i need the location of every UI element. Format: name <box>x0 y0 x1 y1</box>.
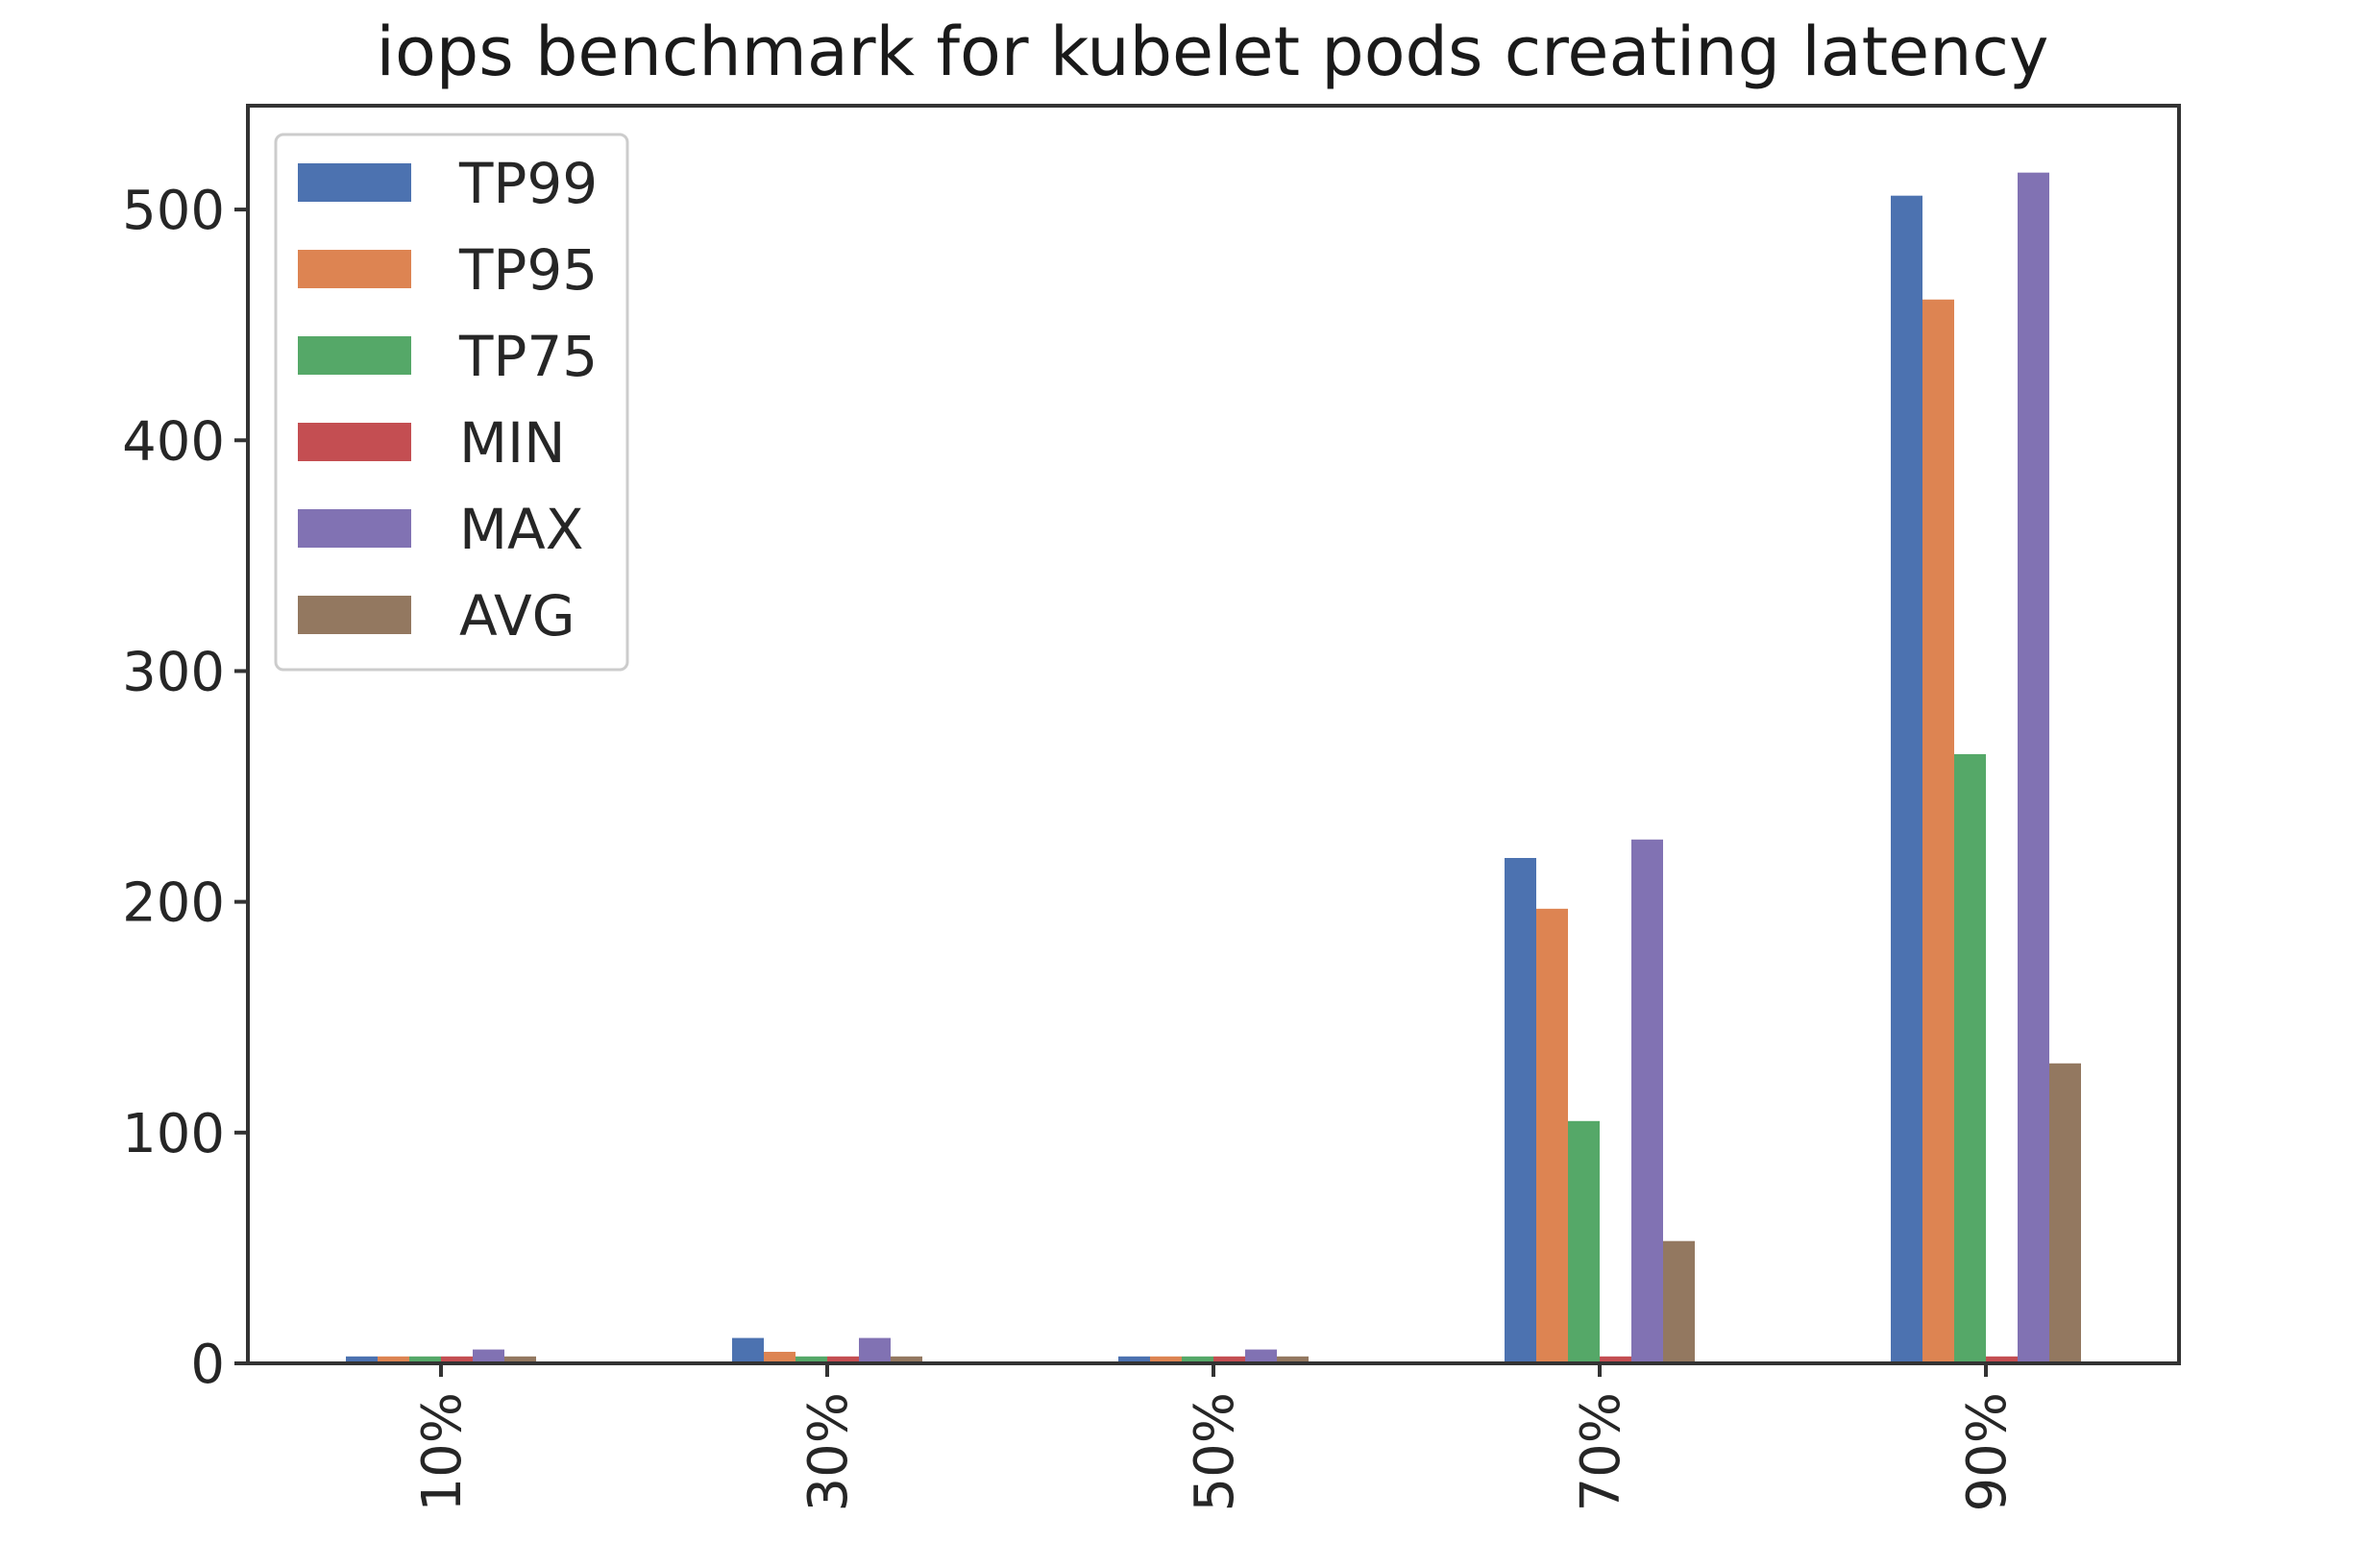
legend-label-tp99: TP99 <box>458 151 598 216</box>
legend-swatch-avg <box>298 596 411 634</box>
legend-swatch-tp95 <box>298 250 411 288</box>
bar-tp95-10pct <box>378 1356 409 1363</box>
plot-frame <box>246 104 2181 1365</box>
y-tick-label: 500 <box>122 180 225 242</box>
y-tick-label: 200 <box>122 872 225 935</box>
y-tick-label: 0 <box>190 1334 225 1396</box>
legend-label-tp75: TP75 <box>458 324 598 389</box>
x-tick-label: 50% <box>1184 1392 1246 1511</box>
bar-tp95-50pct <box>1150 1356 1182 1363</box>
y-tick-label: 300 <box>122 641 225 703</box>
x-axis: 10% 30% 50% 70% 90% <box>411 1363 2019 1511</box>
bar-tp99-90pct <box>1891 195 1922 1364</box>
bar-tp75-10pct <box>409 1356 441 1363</box>
legend-label-tp95: TP95 <box>458 237 598 303</box>
x-tick-label: 10% <box>411 1392 474 1511</box>
legend-swatch-max <box>298 509 411 548</box>
bar-tp99-10pct <box>346 1356 378 1363</box>
legend-swatch-min <box>298 423 411 461</box>
bar-tp95-90pct <box>1922 299 1954 1363</box>
y-tick-label: 100 <box>122 1103 225 1165</box>
bar-avg-70pct <box>1663 1240 1695 1363</box>
bar-min-70pct <box>1600 1356 1631 1363</box>
bar-avg-10pct <box>504 1356 536 1363</box>
bar-tp75-90pct <box>1954 753 1986 1363</box>
bar-avg-90pct <box>2049 1063 2081 1363</box>
bar-tp99-30pct <box>732 1337 764 1363</box>
bars-group <box>346 172 2081 1364</box>
bar-tp95-70pct <box>1536 908 1568 1363</box>
legend-label-max: MAX <box>459 497 583 562</box>
legend-swatch-tp75 <box>298 336 411 375</box>
bar-tp95-30pct <box>764 1351 796 1363</box>
legend-label-min: MIN <box>459 410 566 476</box>
bar-min-50pct <box>1213 1356 1245 1363</box>
bar-tp75-30pct <box>796 1356 827 1363</box>
legend-label-avg: AVG <box>459 583 575 649</box>
chart-title: iops benchmark for kubelet pods creating… <box>377 12 2049 91</box>
y-tick-label: 400 <box>122 410 225 473</box>
legend: TP99 TP95 TP75 MIN MAX AVG <box>274 133 629 672</box>
bar-tp75-50pct <box>1182 1356 1213 1363</box>
bar-min-10pct <box>441 1356 473 1363</box>
y-axis: 0 100 200 300 400 500 <box>122 180 248 1396</box>
bar-avg-30pct <box>891 1356 922 1363</box>
x-tick-label: 70% <box>1570 1392 1632 1511</box>
bar-min-90pct <box>1986 1356 2018 1363</box>
bar-avg-50pct <box>1277 1356 1309 1363</box>
bar-tp99-70pct <box>1505 857 1536 1363</box>
bar-max-70pct <box>1631 839 1663 1363</box>
bar-max-30pct <box>859 1337 891 1363</box>
x-tick-label: 90% <box>1956 1392 2019 1511</box>
bar-tp75-70pct <box>1568 1120 1600 1363</box>
bar-max-50pct <box>1245 1349 1277 1363</box>
legend-swatch-tp99 <box>298 163 411 202</box>
bar-max-90pct <box>2018 172 2049 1364</box>
bar-max-10pct <box>473 1349 504 1363</box>
x-tick-label: 30% <box>797 1392 860 1511</box>
bar-tp99-50pct <box>1118 1356 1150 1363</box>
bar-min-30pct <box>827 1356 859 1363</box>
